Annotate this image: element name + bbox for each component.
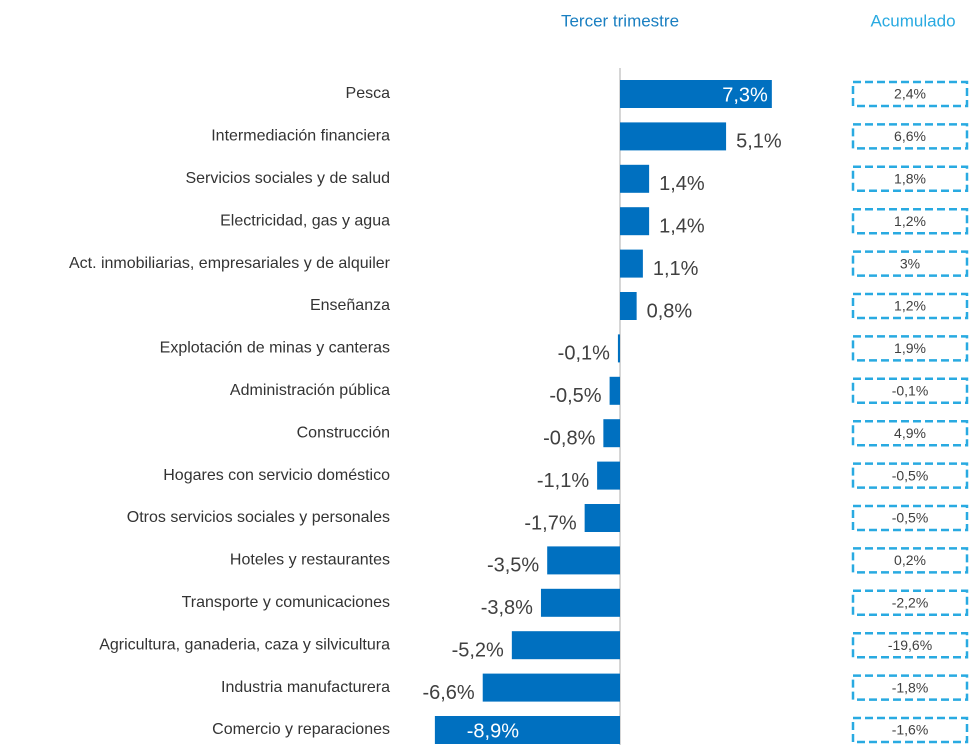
category-label: Hoteles y restaurantes [230, 552, 390, 569]
acumulado-box [851, 250, 969, 277]
category-label: Servicios sociales y de salud [185, 170, 390, 187]
bar [620, 122, 727, 151]
value-label: 7,3% [722, 84, 768, 106]
category-label: Construcción [297, 424, 390, 441]
acumulado-box [851, 547, 969, 574]
bar [620, 207, 650, 236]
series-header: Tercer trimestre [561, 11, 679, 30]
acumulado-label: 4,9% [894, 425, 926, 441]
acumulado-label: 1,2% [894, 298, 926, 314]
category-label: Industria manufacturera [221, 679, 390, 696]
acumulado-box [851, 80, 969, 108]
acumulado-label: 6,6% [894, 128, 926, 144]
bar [597, 461, 620, 490]
acumulado-label: -19,6% [888, 637, 932, 653]
acumulado-label: -1,6% [892, 722, 929, 738]
category-label: Comercio y reparaciones [212, 721, 390, 738]
acumulado-box [851, 292, 969, 320]
category-label: Enseñanza [310, 297, 390, 314]
acumulado-box [851, 631, 969, 659]
category-label: Administración pública [230, 382, 390, 399]
bar [540, 588, 620, 617]
acumulado-box [851, 123, 969, 150]
bar [620, 164, 650, 193]
value-label: -0,1% [558, 343, 610, 365]
acumulado-label: -1,8% [892, 679, 929, 695]
acumulado-box [851, 504, 969, 532]
acumulado-label: -0,1% [892, 383, 929, 399]
acumulado-label: 1,8% [894, 171, 926, 187]
acumulado-box [851, 589, 969, 617]
acumulado-box [851, 335, 969, 362]
category-label: Explotación de minas y canteras [160, 340, 390, 357]
category-label: Agricultura, ganaderia, caza y silvicult… [99, 636, 390, 653]
value-label: -3,5% [487, 555, 539, 577]
value-label: -8,9% [467, 720, 519, 742]
bar [434, 716, 620, 744]
bar [620, 292, 637, 320]
acumulado-label: 1,2% [894, 213, 926, 229]
value-label: -1,7% [524, 512, 576, 534]
acumulado-label: 0,2% [894, 552, 926, 568]
bar [609, 376, 620, 405]
value-label: -0,5% [549, 385, 601, 407]
value-label: 5,1% [736, 131, 782, 153]
bar [511, 631, 620, 660]
category-label: Otros servicios sociales y personales [127, 509, 390, 526]
category-label: Intermediación financiera [211, 128, 390, 145]
bar [547, 546, 620, 575]
value-label: -5,2% [452, 639, 504, 661]
value-label: 1,4% [659, 173, 705, 195]
value-label: -0,8% [543, 427, 595, 449]
bar [620, 249, 643, 278]
acumulado-box [851, 674, 969, 701]
category-label: Electricidad, gas y agua [220, 212, 390, 229]
category-label: Pesca [346, 85, 391, 102]
value-label: -6,6% [422, 682, 474, 704]
acumulado-box [851, 419, 969, 447]
bar [617, 334, 620, 363]
value-label: -1,1% [537, 470, 589, 492]
bar [620, 80, 772, 108]
acumulado-box [851, 462, 969, 489]
acumulado-box [851, 207, 969, 235]
bar [603, 419, 620, 448]
category-label: Hogares con servicio doméstico [163, 467, 390, 484]
acumulado-label: -2,2% [892, 595, 929, 611]
acumulado-box [851, 716, 969, 744]
category-label: Transporte y comunicaciones [182, 594, 390, 611]
acumulado-label: 1,9% [894, 340, 926, 356]
value-label: 1,4% [659, 215, 705, 237]
value-label: 0,8% [647, 300, 693, 322]
category-label: Act. inmobiliarias, empresariales y de a… [69, 255, 391, 272]
acumulado-box [851, 165, 969, 193]
acumulado-label: -0,5% [892, 510, 929, 526]
acumulado-box [851, 377, 969, 405]
value-label: -3,8% [481, 597, 533, 619]
bar [584, 504, 620, 532]
bar [482, 673, 620, 702]
series-header: Acumulado [870, 11, 955, 30]
value-label: 1,1% [653, 258, 699, 280]
acumulado-label: -0,5% [892, 467, 929, 483]
acumulado-label: 2,4% [894, 86, 926, 102]
acumulado-label: 3% [900, 255, 920, 271]
